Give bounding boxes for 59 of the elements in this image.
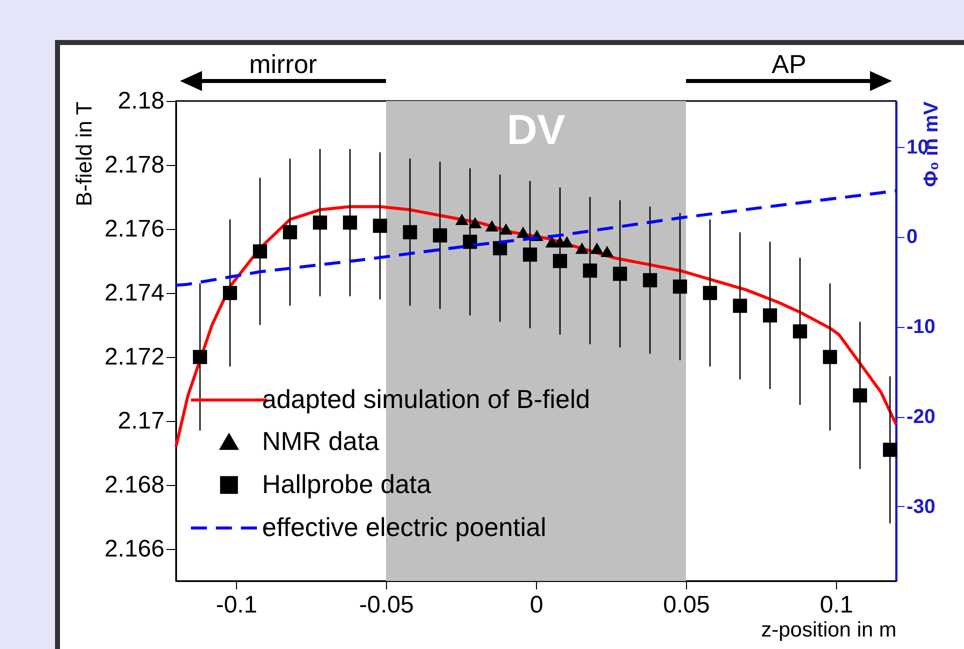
y2-tick-label: -30	[906, 496, 936, 518]
legend-label: adapted simulation of B-field	[262, 384, 590, 414]
point	[672, 280, 688, 294]
point	[499, 223, 513, 235]
point	[582, 264, 598, 278]
y2-tick-label: -20	[906, 406, 936, 428]
point	[642, 273, 658, 288]
point	[192, 350, 208, 364]
point	[852, 388, 868, 402]
point	[432, 228, 448, 242]
point	[522, 248, 538, 262]
point	[252, 244, 268, 258]
point	[822, 350, 838, 364]
point	[468, 216, 482, 228]
point	[462, 234, 478, 249]
x-tick-label: 0	[530, 592, 544, 618]
line-series	[174, 205, 898, 448]
point	[882, 442, 898, 457]
y-tick-label: 2.178	[104, 152, 164, 178]
point	[590, 242, 604, 254]
band-label: DV	[506, 106, 566, 153]
y-tick-label: 2.166	[104, 536, 164, 562]
y-tick-label: 2.17	[118, 408, 164, 434]
y2-tick-label: -10	[906, 316, 936, 338]
point	[312, 216, 328, 230]
point	[485, 220, 498, 232]
legend-label: NMR data	[262, 426, 380, 456]
point	[516, 226, 530, 238]
text: AP	[772, 49, 806, 79]
point	[612, 266, 628, 281]
point	[732, 298, 748, 313]
legend-label: Hallprobe data	[262, 469, 432, 499]
line-series	[174, 189, 898, 287]
x-tick-label: -0.05	[359, 592, 414, 618]
text: mirror	[249, 49, 318, 79]
y-tick-label: 2.174	[104, 280, 164, 306]
legend-label: effective electric poential	[262, 512, 546, 542]
point	[282, 225, 298, 240]
x-axis-title: z-position in m	[761, 618, 896, 642]
point	[702, 286, 718, 300]
point	[792, 324, 808, 338]
y-tick-label: 2.18	[118, 88, 164, 114]
point	[372, 218, 388, 233]
point	[762, 308, 778, 322]
x-tick-label: -0.1	[216, 592, 258, 618]
y-axis-title: B-field in T	[71, 102, 96, 206]
y2-tick-label: 0	[906, 226, 918, 248]
y-tick-label: 2.168	[104, 472, 164, 498]
point	[342, 216, 358, 230]
y-tick-label: 2.176	[104, 216, 164, 242]
point	[552, 254, 568, 268]
y-tick-label: 2.172	[104, 344, 164, 370]
x-tick-label: 0.1	[820, 592, 854, 618]
point	[455, 214, 468, 226]
point	[222, 286, 238, 300]
point	[575, 242, 588, 254]
point	[402, 225, 418, 240]
x-tick-label: 0.05	[663, 592, 710, 618]
point	[600, 246, 614, 258]
